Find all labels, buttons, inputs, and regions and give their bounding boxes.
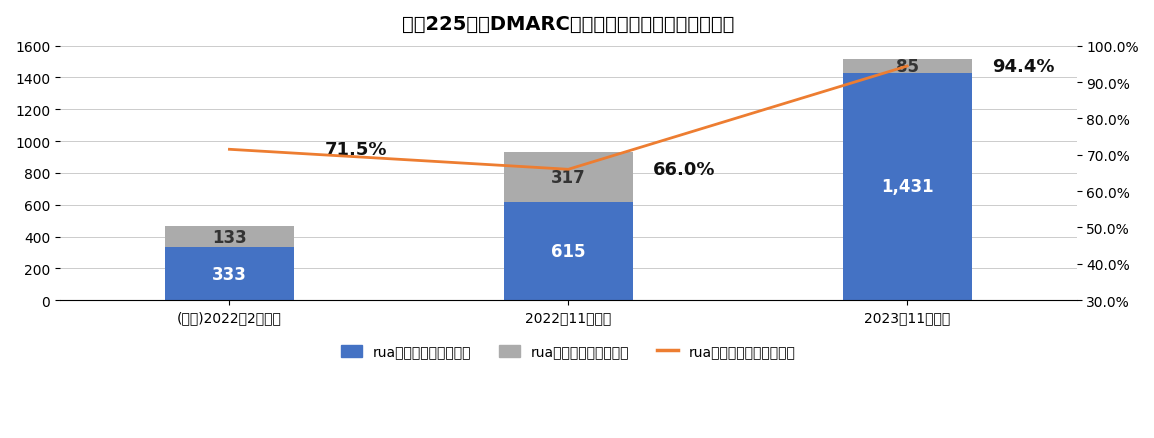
Text: 66.0%: 66.0% <box>653 161 715 179</box>
Bar <box>842 60 972 74</box>
Bar <box>165 226 294 247</box>
Text: 317: 317 <box>550 169 586 187</box>
Text: 71.5%: 71.5% <box>324 141 387 159</box>
Bar <box>504 203 632 300</box>
Bar <box>504 152 632 203</box>
Text: 85: 85 <box>896 58 919 76</box>
Bar <box>842 74 972 300</box>
Legend: ruaタグありドメイン数, ruaタグなしドメイン数, ruaタグありドメイン割合: ruaタグありドメイン数, ruaタグなしドメイン数, ruaタグありドメイン割… <box>335 339 802 365</box>
Text: 94.4%: 94.4% <box>992 58 1055 76</box>
Bar <box>165 247 294 300</box>
Title: 日経225企業DMARC集約レポートモニタリング状況: 日経225企業DMARC集約レポートモニタリング状況 <box>402 15 734 34</box>
Text: 333: 333 <box>212 265 247 283</box>
Text: 615: 615 <box>552 243 585 261</box>
Text: 1,431: 1,431 <box>881 178 934 196</box>
Text: 133: 133 <box>212 228 247 246</box>
